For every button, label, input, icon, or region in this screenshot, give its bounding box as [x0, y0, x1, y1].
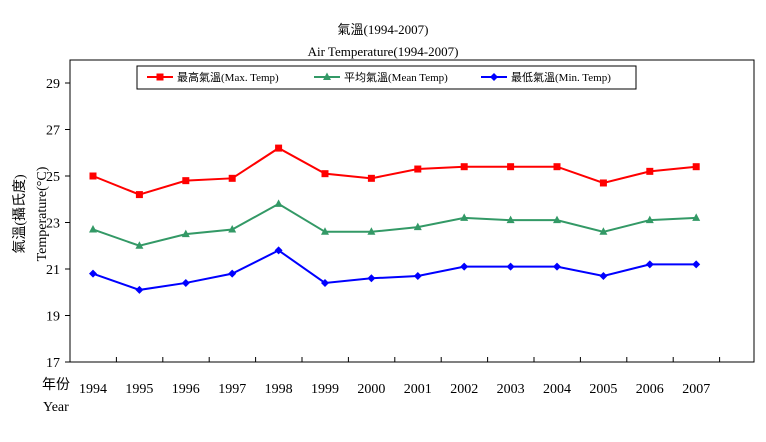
data-point [692, 213, 701, 221]
chart-title: 氣溫(1994-2007) [338, 22, 429, 37]
data-point [553, 215, 561, 224]
data-point [414, 165, 422, 173]
data-point [156, 73, 164, 81]
data-point [135, 191, 143, 199]
series-group [89, 144, 701, 294]
data-point [460, 213, 469, 221]
series-1 [89, 144, 700, 199]
data-point [228, 224, 237, 233]
series-2 [89, 199, 701, 249]
x-tick-labels: 1994 1995 1996 1997 1998 1999 2000 2001 2002 2003… [79, 382, 710, 397]
y-axis-title-en: Temperature(°C) [35, 166, 50, 261]
x-tick-label: 1995 [125, 382, 153, 397]
data-point [181, 278, 190, 287]
x-axis-title-en: Year [43, 400, 69, 415]
x-tick-label: 2001 [404, 382, 432, 397]
x-axis-title-zh: 年份 [42, 377, 70, 393]
data-point [135, 241, 144, 249]
y-tick-labels: 17 19 21 23 25 27 29 [46, 77, 60, 371]
x-tick-label: 1996 [172, 382, 200, 397]
data-point [553, 262, 561, 271]
legend-label: 最低氣溫(Min. Temp) [511, 70, 611, 84]
data-point [321, 227, 329, 235]
data-point [182, 177, 190, 185]
data-point [599, 179, 607, 187]
x-tick-label: 1998 [265, 382, 293, 397]
series-line [92, 146, 697, 196]
data-point [599, 271, 608, 280]
data-point [135, 285, 144, 294]
data-point [599, 227, 608, 235]
y-axis-title-zh: 氣溫(攝氏度) [12, 174, 28, 254]
x-tick-label: 2000 [357, 382, 385, 397]
data-point [367, 227, 376, 235]
data-point [275, 144, 283, 152]
axes [65, 59, 755, 363]
series-3 [89, 246, 701, 294]
legend-box [136, 65, 637, 90]
x-tick-label: 1994 [79, 382, 107, 397]
legend-item-3: 最低氣溫(Min. Temp) [481, 70, 611, 84]
y-tick-label: 29 [46, 77, 60, 92]
data-point [89, 172, 97, 180]
series-line [92, 249, 697, 291]
legend-item-2: 平均氣溫(Mean Temp) [314, 70, 448, 84]
legend-label: 平均氣溫(Mean Temp) [344, 70, 448, 84]
data-point [228, 269, 237, 278]
data-point [692, 163, 700, 171]
y-tick-label: 27 [46, 124, 60, 139]
y-tick-label: 19 [46, 310, 60, 325]
y-tick-label: 25 [46, 170, 60, 185]
legend-item-1: 最高氣溫(Max. Temp) [147, 70, 279, 84]
data-point [507, 163, 515, 171]
data-point [506, 262, 515, 271]
data-point [413, 222, 422, 231]
data-point [321, 170, 329, 178]
data-point [274, 246, 283, 255]
data-point [228, 174, 236, 182]
plot-area-frame [69, 59, 755, 363]
data-point [645, 260, 654, 269]
data-point [89, 224, 97, 233]
series-line [92, 202, 697, 247]
x-tick-label: 2006 [636, 382, 664, 397]
y-tick-label: 17 [46, 356, 60, 371]
data-point [692, 260, 701, 269]
data-point [367, 174, 375, 182]
chart-subtitle: Air Temperature(1994-2007) [308, 44, 459, 59]
y-tick-label: 21 [46, 263, 60, 278]
data-point [460, 262, 469, 271]
legend: 最高氣溫(Max. Temp) 平均氣溫(Mean Temp) 最低氣溫(Min. … [136, 65, 637, 90]
data-point [274, 199, 283, 207]
data-point [506, 215, 515, 224]
data-point [646, 167, 654, 175]
data-point [321, 278, 329, 287]
x-tick-label: 2007 [682, 382, 710, 397]
data-point [413, 271, 422, 280]
x-tick-label: 1999 [311, 382, 339, 397]
data-point [553, 163, 561, 171]
data-point [645, 215, 654, 224]
y-tick-label: 23 [46, 217, 60, 232]
x-tick-label: 1997 [218, 382, 246, 397]
data-point [181, 229, 190, 238]
x-tick-label: 2005 [589, 382, 617, 397]
data-point [323, 72, 331, 80]
data-point [460, 163, 468, 171]
data-point [367, 274, 376, 283]
x-tick-label: 2003 [497, 382, 525, 397]
legend-label: 最高氣溫(Max. Temp) [177, 70, 279, 84]
data-point [89, 269, 97, 278]
data-point [490, 73, 498, 81]
x-tick-label: 2004 [543, 382, 571, 397]
x-tick-label: 2002 [450, 382, 478, 397]
